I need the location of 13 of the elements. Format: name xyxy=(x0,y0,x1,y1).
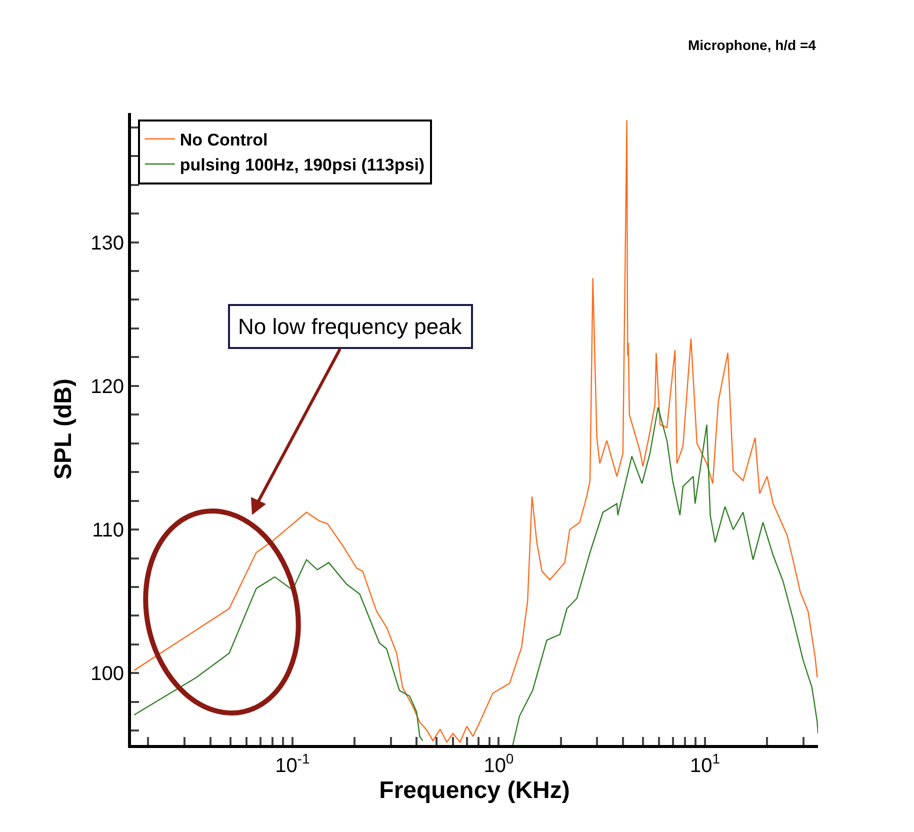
y-axis-title: SPL (dB) xyxy=(50,378,77,480)
legend-label: No Control xyxy=(180,130,268,150)
x-tick-label: 10$^{1}$ xyxy=(690,750,720,777)
y-tick-label: 120 xyxy=(90,376,124,398)
y-tick-label: 110 xyxy=(92,520,124,542)
x-axis-title: Frequency (KHz) xyxy=(379,777,570,804)
text: Microphone, h/d =4 xyxy=(688,37,816,53)
y-tick-label: 100 xyxy=(90,663,124,686)
annotation: No low frequency peak xyxy=(238,314,463,339)
y-tick-label: 130 xyxy=(90,232,124,254)
x-tick-label: 10$^{-1}$ xyxy=(275,750,310,777)
x-tick-label: 10$^{0}$ xyxy=(484,750,514,777)
legend-label: pulsing 100Hz, 190psi (113psi) xyxy=(180,156,425,175)
